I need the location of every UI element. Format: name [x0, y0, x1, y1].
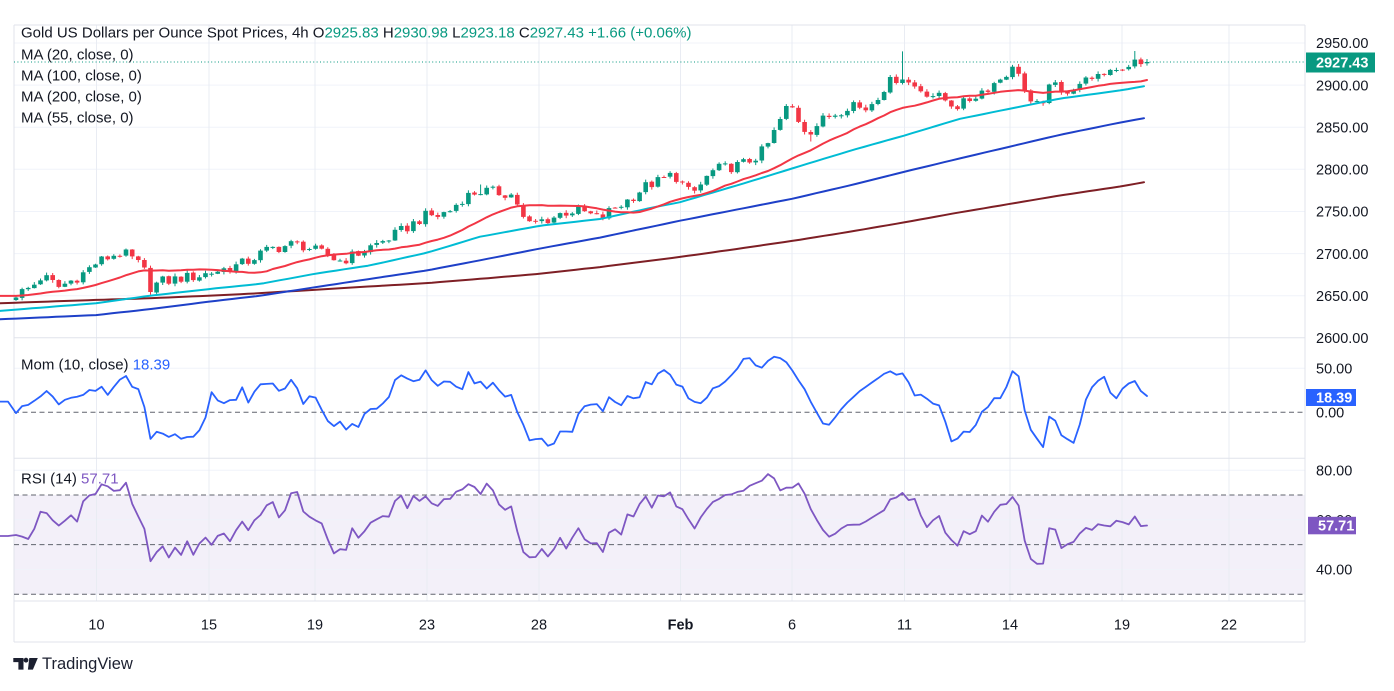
- svg-text:80.00: 80.00: [1316, 463, 1352, 479]
- svg-text:19: 19: [1114, 618, 1130, 634]
- svg-text:2927.43: 2927.43: [1316, 56, 1368, 72]
- svg-text:2950.00: 2950.00: [1316, 36, 1368, 52]
- svg-text:11: 11: [897, 618, 912, 634]
- svg-text:2750.00: 2750.00: [1316, 205, 1368, 221]
- svg-text:6: 6: [788, 618, 796, 634]
- svg-text:2800.00: 2800.00: [1316, 163, 1368, 179]
- svg-text:MA (20, close, 0): MA (20, close, 0): [21, 46, 134, 63]
- svg-text:28: 28: [531, 618, 547, 634]
- svg-text:57.71: 57.71: [1318, 519, 1354, 535]
- svg-text:18.39: 18.39: [1316, 391, 1352, 407]
- svg-text:2900.00: 2900.00: [1316, 78, 1368, 94]
- svg-text:TradingView: TradingView: [42, 655, 133, 673]
- svg-text:RSI (14) 57.71: RSI (14) 57.71: [21, 470, 119, 487]
- svg-text:50.00: 50.00: [1316, 361, 1352, 377]
- svg-text:15: 15: [201, 618, 217, 634]
- svg-text:23: 23: [419, 618, 435, 634]
- svg-text:Feb: Feb: [668, 618, 694, 634]
- svg-text:2650.00: 2650.00: [1316, 289, 1368, 305]
- svg-text:Gold US Dollars per Ounce Spot: Gold US Dollars per Ounce Spot Prices, 4…: [21, 24, 692, 41]
- svg-text:MA (100, close, 0): MA (100, close, 0): [21, 67, 142, 84]
- svg-text:22: 22: [1221, 618, 1237, 634]
- svg-text:14: 14: [1002, 618, 1018, 634]
- svg-text:2700.00: 2700.00: [1316, 247, 1368, 263]
- svg-text:MA (55, close, 0): MA (55, close, 0): [21, 109, 134, 126]
- svg-text:19: 19: [307, 618, 323, 634]
- svg-text:2850.00: 2850.00: [1316, 121, 1368, 137]
- svg-text:10: 10: [88, 618, 104, 634]
- svg-text:40.00: 40.00: [1316, 563, 1352, 579]
- svg-text:Mom (10, close) 18.39: Mom (10, close) 18.39: [21, 356, 170, 373]
- svg-text:0.00: 0.00: [1316, 405, 1344, 421]
- svg-text:2600.00: 2600.00: [1316, 331, 1368, 347]
- svg-text:MA (200, close, 0): MA (200, close, 0): [21, 88, 142, 105]
